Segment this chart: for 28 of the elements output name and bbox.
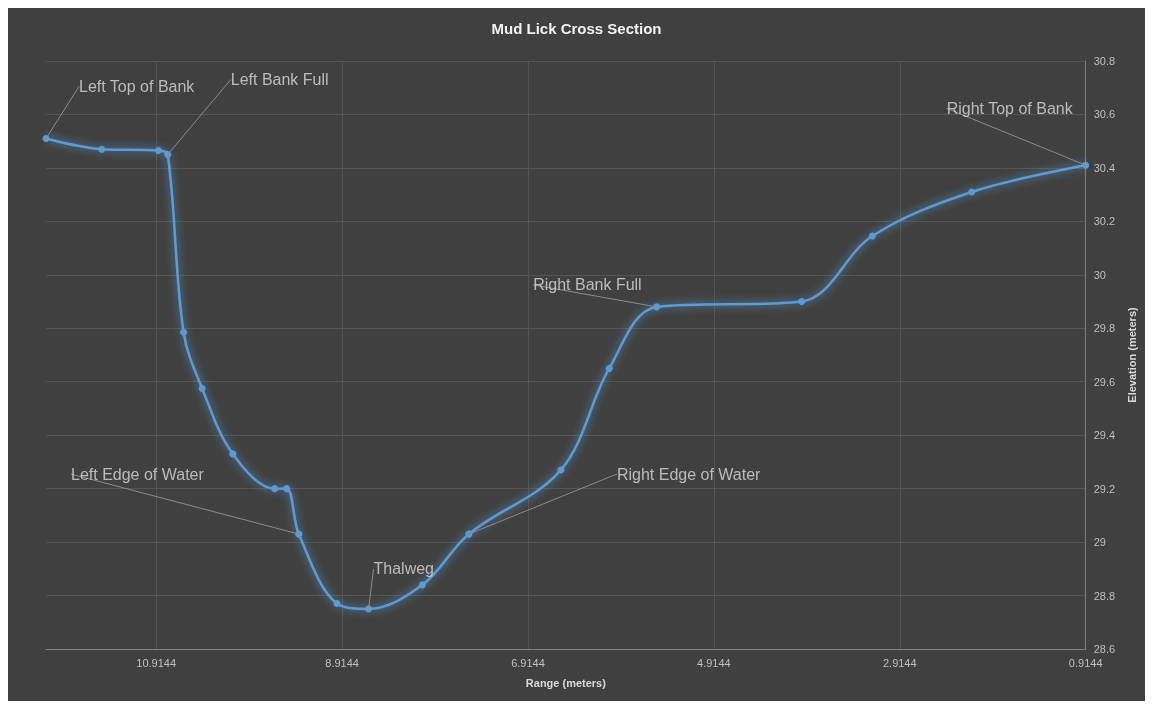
chart-title: Mud Lick Cross Section bbox=[491, 20, 662, 37]
y-tick-label: 30.6 bbox=[1093, 108, 1116, 121]
annotation: Right Bank Full bbox=[533, 276, 642, 294]
annotation: Right Edge of Water bbox=[616, 465, 762, 483]
y-tick-label: 29.6 bbox=[1093, 375, 1116, 388]
annotation: Left Edge of Water bbox=[71, 465, 205, 483]
x-tick-label: 2.9144 bbox=[882, 656, 917, 669]
x-tick-label: 6.9144 bbox=[511, 656, 545, 669]
x-tick-label: 4.9144 bbox=[697, 656, 731, 669]
x-axis-title: Range (meters) bbox=[525, 676, 607, 689]
y-tick-label: 29.2 bbox=[1093, 482, 1116, 495]
y-tick-label: 30.2 bbox=[1093, 215, 1116, 228]
annotation: Thalweg bbox=[373, 560, 435, 578]
y-axis-title: Elevation (meters) bbox=[1125, 306, 1138, 403]
x-tick-label: 8.9144 bbox=[325, 656, 359, 669]
x-tick-label: 10.9144 bbox=[136, 656, 177, 669]
x-tick-label: 0.9144 bbox=[1068, 656, 1103, 669]
y-tick-label: 29.8 bbox=[1093, 322, 1116, 335]
annotation: Right Top of Bank bbox=[946, 99, 1074, 117]
annotation: Left Bank Full bbox=[230, 71, 329, 89]
y-tick-label: 28.8 bbox=[1093, 589, 1116, 602]
y-tick-label: 30.4 bbox=[1093, 161, 1116, 174]
annotation: Left Top of Bank bbox=[79, 78, 196, 96]
y-tick-label: 30 bbox=[1093, 268, 1106, 281]
y-tick-label: 28.6 bbox=[1093, 643, 1116, 655]
y-tick-label: 29 bbox=[1093, 536, 1106, 549]
y-tick-label: 29.4 bbox=[1093, 429, 1116, 442]
y-tick-label: 30.8 bbox=[1093, 55, 1116, 67]
